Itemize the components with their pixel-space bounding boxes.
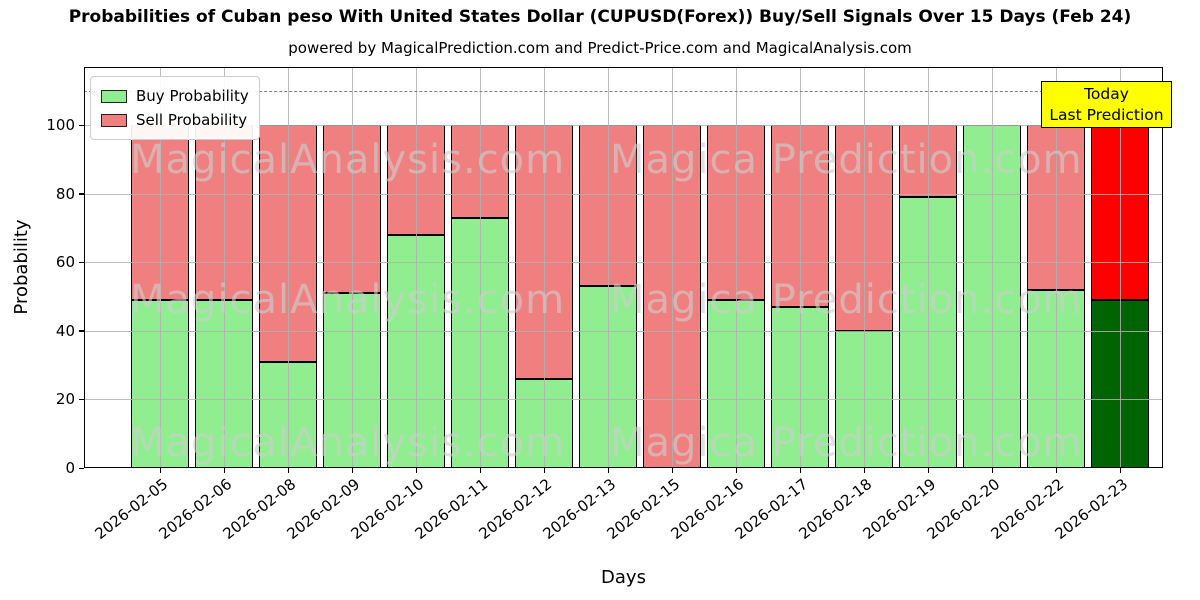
x-tick-2026-02-19: [927, 468, 929, 473]
h-gridline-60: [84, 262, 1163, 264]
v-gridline-2026-02-16: [735, 67, 737, 468]
watermark-right-row3: Magica Prediction.com: [610, 420, 1083, 466]
chart-subtitle: powered by MagicalPrediction.com and Pre…: [288, 39, 912, 57]
watermark-left-row1: MagicalAnalysis.com: [130, 137, 566, 183]
v-gridline-2026-02-09: [351, 67, 353, 468]
y-tick-80: [79, 193, 84, 195]
x-tick-2026-02-18: [863, 468, 865, 473]
y-tick-20: [79, 398, 84, 401]
legend-label-sell: Sell Probability: [136, 111, 248, 129]
v-gridline-2026-02-10: [415, 67, 417, 468]
x-tick-2026-02-23: [1119, 468, 1121, 473]
v-gridline-2026-02-05: [159, 67, 161, 468]
v-gridline-2026-02-22: [1055, 67, 1057, 468]
y-tick-100: [79, 124, 84, 127]
buy-swatch-icon: [101, 89, 127, 103]
v-gridline-2026-02-06: [223, 67, 225, 468]
v-gridline-2026-02-20: [991, 67, 993, 468]
x-tick-2026-02-05: [159, 468, 161, 473]
today-annotation-line1: Today: [1084, 85, 1129, 103]
v-gridline-2026-02-13: [607, 67, 609, 468]
h-gridline-80: [84, 193, 1163, 195]
y-tick-label-20: 20: [55, 390, 75, 409]
x-axis-label: Days: [601, 567, 646, 588]
x-tick-2026-02-13: [607, 468, 609, 473]
legend: Buy Probability Sell Probability: [90, 76, 260, 140]
y-tick-label-80: 80: [55, 184, 75, 203]
h-gridline-100: [84, 125, 1163, 127]
sell-swatch-icon: [101, 113, 127, 127]
watermark-left-row3: MagicalAnalysis.com: [130, 420, 566, 466]
y-tick-label-40: 40: [55, 321, 75, 340]
watermark-right-row1: Magica Prediction.com: [610, 137, 1083, 183]
x-tick-2026-02-20: [991, 468, 993, 473]
x-tick-2026-02-22: [1055, 468, 1057, 473]
y-tick-label-100: 100: [46, 116, 75, 135]
h-gridline-40: [84, 330, 1163, 332]
x-tick-2026-02-16: [735, 468, 737, 473]
x-tick-2026-02-10: [415, 468, 417, 473]
x-tick-2026-02-08: [287, 468, 289, 473]
h-gridline-20: [84, 399, 1163, 401]
x-tick-2026-02-09: [351, 468, 353, 473]
legend-entry-buy: Buy Probability: [101, 84, 249, 108]
y-tick-40: [79, 330, 84, 332]
v-gridline-2026-02-08: [287, 67, 289, 468]
x-tick-2026-02-12: [543, 468, 545, 473]
v-gridline-2026-02-12: [543, 67, 545, 468]
x-tick-2026-02-06: [223, 468, 225, 473]
y-tick-60: [79, 261, 84, 264]
v-gridline-2026-02-19: [927, 67, 929, 468]
dashed-threshold-line: [84, 90, 1163, 92]
watermark-left-row2: MagicalAnalysis.com: [130, 277, 566, 323]
today-annotation-line2: Last Prediction: [1049, 106, 1164, 124]
v-gridline-2026-02-11: [479, 67, 481, 468]
watermark-right-row2: Magica Prediction.com: [610, 277, 1083, 323]
v-gridline-2026-02-17: [799, 67, 801, 468]
plot-area: Buy Probability Sell Probability Today L…: [11, 67, 1172, 588]
x-tick-2026-02-17: [799, 468, 801, 473]
v-gridline-2026-02-23: [1119, 67, 1121, 468]
y-tick-0: [79, 467, 84, 469]
chart-title: Probabilities of Cuban peso With United …: [68, 7, 1132, 27]
v-gridline-2026-02-15: [671, 67, 673, 468]
y-tick-label-0: 0: [65, 459, 75, 477]
x-tick-2026-02-11: [479, 468, 481, 473]
y-tick-label-60: 60: [55, 253, 75, 272]
legend-entry-sell: Sell Probability: [101, 108, 249, 132]
today-annotation: Today Last Prediction: [1041, 81, 1172, 128]
y-axis-label: Probability: [11, 219, 32, 315]
v-gridline-2026-02-18: [863, 67, 865, 468]
x-tick-2026-02-15: [671, 468, 673, 473]
legend-label-buy: Buy Probability: [136, 87, 249, 105]
